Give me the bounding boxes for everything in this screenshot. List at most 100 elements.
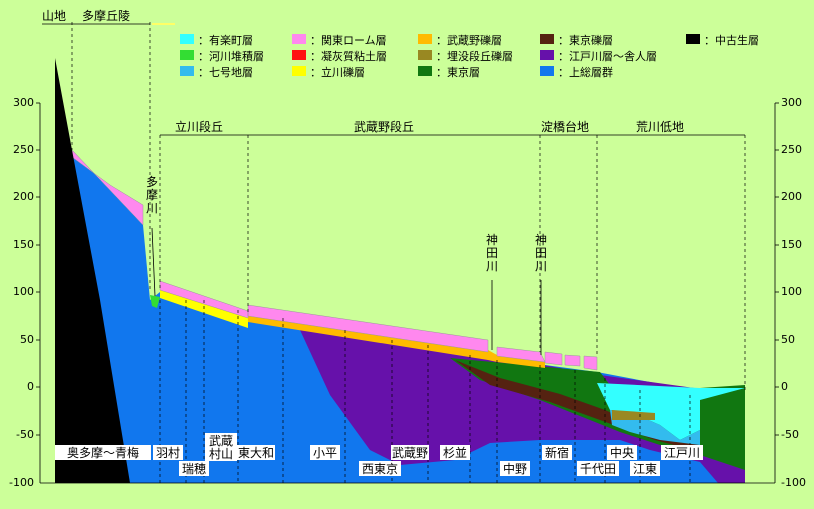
place-label-text: 羽村 <box>156 446 180 460</box>
legend-item: ：河川堆積層 <box>180 49 264 63</box>
place-label: 東大和 <box>237 445 275 460</box>
svg-text:神田川: 神田川 <box>535 233 547 273</box>
layer-river-sediment <box>150 295 160 308</box>
place-label: 武蔵野 <box>391 445 429 460</box>
axis-left-ticks <box>36 102 40 436</box>
place-label-box <box>391 445 429 460</box>
place-label-text: 武蔵野 <box>392 446 428 460</box>
place-label: 江戸川 <box>661 445 703 460</box>
place-label-text: 奥多摩～青梅 <box>67 445 139 460</box>
place-label-box <box>237 445 275 460</box>
legend-item: ：江戸川層～舎人層 <box>540 50 657 63</box>
place-label-box <box>205 433 237 461</box>
layer-yurakucho <box>597 383 745 440</box>
region-musashino-terrace: 武蔵野段丘 <box>354 119 414 134</box>
river-tama: 多摩川 <box>146 175 158 215</box>
place-label-text: 小平 <box>313 446 337 460</box>
svg-text:150: 150 <box>781 238 802 251</box>
region-tachikawa-terrace: 立川段丘 <box>175 119 223 134</box>
legend-item: ：埋没段丘礫層 <box>418 49 513 63</box>
layer-paleozoic <box>55 58 130 483</box>
place-label-box <box>542 445 572 460</box>
svg-text:100: 100 <box>781 285 802 298</box>
legend-item: ：有楽町層 <box>180 33 253 47</box>
layer-musashino-gravel <box>248 315 545 368</box>
legend-label: ：上総層群 <box>558 65 613 79</box>
legend-item: ：東京礫層 <box>540 33 613 47</box>
region-arakawa-lowland: 荒川低地 <box>636 120 684 134</box>
axis-left: 300 250 200 150 100 50 0 -50 -100 <box>9 96 34 489</box>
place-label: 千代田 <box>577 461 619 476</box>
axis-right: 300 250 200 150 100 50 0 -50 -100 <box>781 96 806 489</box>
svg-text:250: 250 <box>781 143 802 156</box>
place-label-box <box>55 445 151 460</box>
place-label: 中央 <box>607 445 637 460</box>
place-label: 江東 <box>630 461 660 476</box>
place-label-box <box>577 461 619 476</box>
place-label: 羽村 <box>153 445 183 460</box>
legend-label: ：凝灰質粘土層 <box>310 49 387 63</box>
svg-text:300: 300 <box>781 96 802 109</box>
svg-text:多摩川: 多摩川 <box>146 175 158 215</box>
svg-text:-50: -50 <box>16 428 34 441</box>
place-label: 新宿 <box>542 445 572 460</box>
legend-swatch <box>292 66 306 76</box>
legend-item: ：武蔵野礫層 <box>418 33 502 47</box>
legend-swatch <box>292 34 306 44</box>
legend-item: ：立川礫層 <box>292 65 365 79</box>
svg-text:300: 300 <box>13 96 34 109</box>
svg-text:-100: -100 <box>781 476 806 489</box>
svg-text:-100: -100 <box>9 476 34 489</box>
place-label-box <box>661 445 703 460</box>
place-label-text: 中野 <box>503 461 527 476</box>
place-label-box <box>607 445 637 460</box>
svg-text:0: 0 <box>27 380 34 393</box>
svg-text:100: 100 <box>13 285 34 298</box>
place-label-text: 瑞穂 <box>182 462 206 476</box>
place-label: 中野 <box>500 461 530 476</box>
legend-swatch <box>540 34 554 44</box>
legend: ：有楽町層 ：河川堆積層 ：七号地層 ：関東ローム層 ：凝灰質粘土層 ：立川礫層 ：武蔵野礫… <box>180 33 759 79</box>
legend-label: ：埋没段丘礫層 <box>436 49 513 63</box>
river-kanda-1: 神田川 <box>486 233 498 273</box>
legend-item: ：東京層 <box>418 65 480 79</box>
svg-text:150: 150 <box>13 238 34 251</box>
legend-label: ：関東ローム層 <box>310 34 387 47</box>
legend-swatch <box>180 34 194 44</box>
legend-item: ：七号地層 <box>180 66 253 79</box>
layer-edogawa-toneri <box>300 330 745 483</box>
place-label-box <box>630 461 660 476</box>
place-label-box <box>500 461 530 476</box>
legend-label: ：立川礫層 <box>310 65 365 79</box>
place-label-text: 江東 <box>633 462 657 476</box>
place-label-text: 千代田 <box>580 462 616 476</box>
place-label: 瑞穂 <box>179 461 209 476</box>
place-label-text: 杉並 <box>443 446 467 460</box>
legend-item: ：関東ローム層 <box>292 34 387 47</box>
place-label-text: 東大和 <box>238 446 274 460</box>
legend-label: ：東京礫層 <box>558 33 613 47</box>
legend-swatch <box>292 50 306 60</box>
place-label-box <box>153 445 183 460</box>
place-label-box <box>440 445 470 460</box>
legend-swatch <box>540 50 554 60</box>
legend-item: ：中古生層 <box>686 33 759 47</box>
legend-swatch <box>686 34 700 44</box>
place-label: 小平 <box>310 445 340 460</box>
place-label-text: 西東京 <box>362 462 398 476</box>
svg-text:0: 0 <box>781 380 788 393</box>
legend-swatch <box>418 66 432 76</box>
legend-label: ：江戸川層～舎人層 <box>558 50 657 63</box>
layer-kanto-loam <box>71 149 598 371</box>
svg-text:-50: -50 <box>781 428 799 441</box>
legend-label: ：河川堆積層 <box>198 49 264 63</box>
region-tama-hills: 多摩丘陵 <box>82 8 130 23</box>
legend-item: ：上総層群 <box>540 65 613 79</box>
svg-text:250: 250 <box>13 143 34 156</box>
place-label-box <box>179 461 209 476</box>
region-yodobashi-plateau: 淀橋台地 <box>541 119 589 134</box>
region-mountain: 山地 <box>42 9 66 23</box>
place-label: 武蔵村山 <box>205 433 237 461</box>
